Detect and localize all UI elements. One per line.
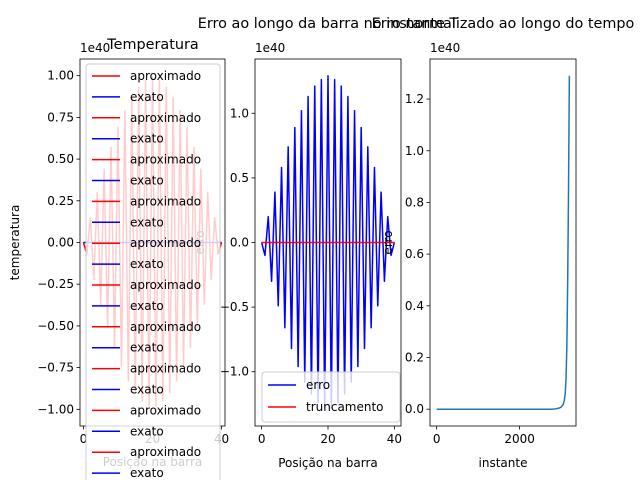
legend-label: exato [130, 174, 164, 188]
y-tick-label: −1.0 [220, 365, 249, 379]
y-tick-label: −0.50 [37, 319, 74, 333]
legend-label: aproximado [130, 69, 201, 83]
legend-label: aproximado [130, 153, 201, 167]
y-axis-label: temperatura [8, 205, 22, 281]
y-tick-label: 0.5 [230, 171, 249, 185]
plot-area [436, 75, 571, 410]
subplot-2: 0 20 40 −1.0 −0.5 0.0 0.5 1.0 1e40 Posição na bar… [193, 16, 458, 470]
legend-label: aproximado [130, 403, 201, 417]
chart-title: Erro ao longo da barra no instante T [198, 16, 459, 32]
y-tick-label: 0.4 [405, 299, 424, 313]
y-tick-label: −0.25 [37, 277, 74, 291]
legend-label: aproximado [130, 194, 201, 208]
subplot-1: 02040−1.00−0.75−0.50−0.250.000.250.500.7… [8, 37, 229, 469]
y-tick-label: 0.0 [230, 236, 249, 250]
x-tick-label: 0 [433, 432, 441, 446]
y-tick-label: 0.6 [405, 247, 424, 261]
y-offset-text: 1e40 [255, 41, 285, 55]
legend-label: exato [130, 383, 164, 397]
series-line-data-0 [436, 75, 571, 410]
y-tick-label: 1.2 [405, 92, 424, 106]
y-offset-text: 1e40 [80, 41, 110, 55]
legend-label: aproximado [130, 278, 201, 292]
y-tick-label: −0.5 [220, 300, 249, 314]
y-tick-label: 1.0 [405, 144, 424, 158]
x-tick-label: 0 [80, 432, 88, 446]
legend-label: exato [130, 257, 164, 271]
legend-label: aproximado [130, 362, 201, 376]
y-offset-text: 1e40 [430, 41, 460, 55]
y-tick-label: 1.0 [230, 106, 249, 120]
legend-label: aproximado [130, 445, 201, 459]
legend-box [261, 371, 401, 423]
legend-label: aproximado [130, 320, 201, 334]
legend-label: erro [306, 378, 330, 392]
legend-label: exato [130, 341, 164, 355]
x-axis-label: instante [479, 456, 528, 470]
y-axis-label: erro [381, 230, 395, 254]
y-tick-label: 0.2 [405, 351, 424, 365]
y-tick-label: 0.0 [405, 402, 424, 416]
plot-area [260, 75, 396, 409]
x-axis-label: Posição na barra [278, 456, 378, 470]
subplot-3: 0 2000 0.0 0.2 0.4 0.6 0.8 1.0 1.2 1e40 instante er… [372, 16, 635, 470]
y-tick-label: −0.75 [37, 361, 74, 375]
legend-label: exato [130, 90, 164, 104]
legend-label: aproximado [130, 236, 201, 250]
legend-label: exato [130, 132, 164, 146]
x-tick-label: 2000 [504, 432, 535, 446]
legend-label: exato [130, 215, 164, 229]
x-tick-label: 40 [387, 432, 402, 446]
y-tick-label: 0.8 [405, 195, 424, 209]
axes-frame [429, 58, 577, 427]
y-tick-label: 0.00 [47, 236, 74, 250]
x-tick-label: 20 [320, 432, 335, 446]
legend-box [85, 63, 221, 480]
legend-label: exato [130, 299, 164, 313]
chart-title: Temperatura [106, 37, 198, 53]
legend-temperatura: aproximado exato aproximado exato aproximado… [85, 63, 221, 480]
legend-label: aproximado [130, 111, 201, 125]
legend-erro: erro truncamento [261, 371, 401, 423]
legend-label: exato [130, 466, 164, 480]
y-tick-label: 0.50 [47, 152, 74, 166]
legend-label: exato [130, 424, 164, 438]
series-line-erro-0 [260, 75, 396, 409]
chart-title: Erro normalizado ao longo do tempo [372, 16, 635, 32]
y-tick-label: −1.00 [37, 402, 74, 416]
legend-label: truncamento [306, 400, 384, 414]
y-tick-label: 1.00 [47, 69, 74, 83]
y-tick-label: 0.75 [47, 110, 74, 124]
x-tick-label: 0 [258, 432, 266, 446]
y-tick-label: 0.25 [47, 194, 74, 208]
